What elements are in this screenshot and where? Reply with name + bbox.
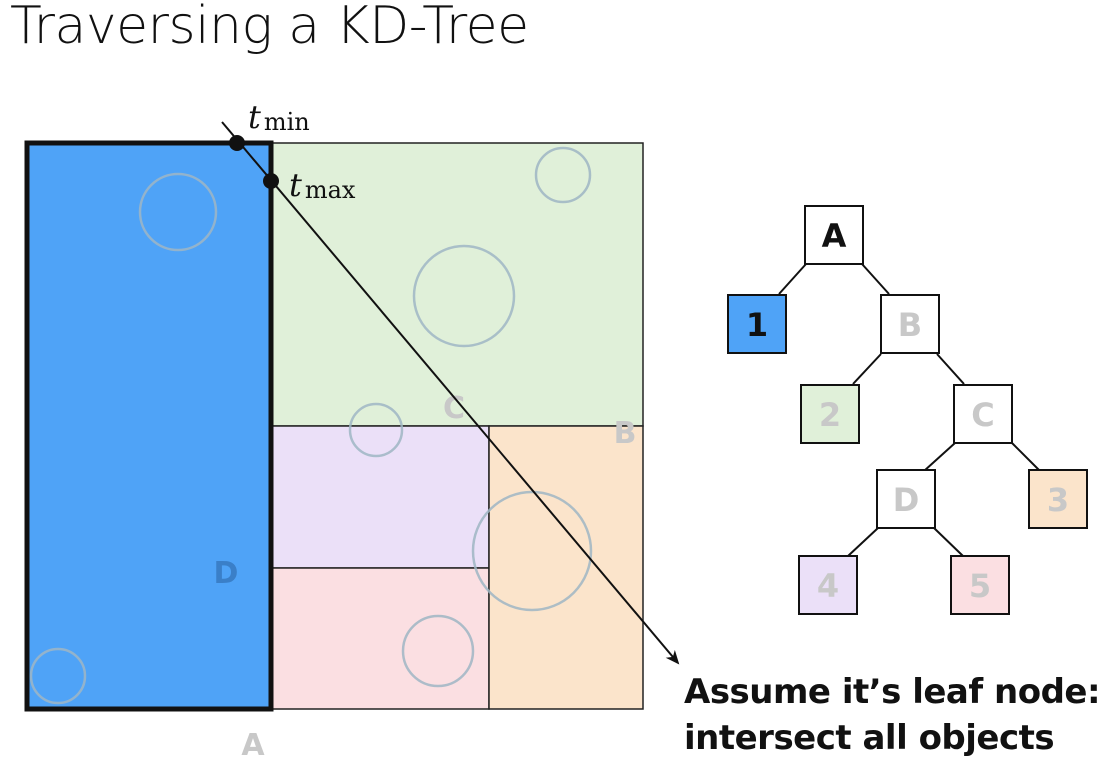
tree-node-b: B [880, 294, 940, 354]
tmin-point [229, 135, 245, 151]
tmin-t: t [248, 98, 261, 136]
tree-node-a: A [804, 205, 864, 265]
region-label-c: C [443, 391, 465, 426]
object-circle [138, 172, 218, 252]
edge-b-c [936, 353, 965, 385]
region-label-b: B [614, 416, 637, 451]
tree-leaf-4-label: 4 [817, 567, 839, 605]
tree-node-b-label: B [898, 306, 922, 344]
edge-a-b [861, 263, 890, 295]
ray-line [221, 121, 680, 665]
edge-c-3 [1011, 442, 1041, 472]
caption-line-2: intersect all objects [684, 718, 1055, 758]
region-leaf-2 [270, 142, 644, 427]
tree-leaf-2-label: 2 [819, 396, 841, 434]
object-circle [471, 490, 593, 612]
region-leaf-1 [24, 140, 274, 712]
tree-leaf-5-label: 5 [969, 567, 991, 605]
tree-node-a-label: A [822, 217, 847, 255]
tree-edges [778, 263, 1041, 557]
tree-node-c-label: C [971, 396, 994, 434]
edge-d-5 [933, 527, 964, 557]
space-partition [24, 140, 644, 712]
tmax-t: t [289, 166, 302, 204]
tree-node-d: D [876, 469, 936, 529]
tree-leaf-3: 3 [1028, 469, 1088, 529]
scene-objects [29, 146, 593, 705]
tmin-sub: min [264, 108, 310, 136]
tree-leaf-1-label: 1 [746, 306, 768, 344]
tree-leaf-1: 1 [727, 294, 787, 354]
object-circle [348, 402, 404, 458]
tmax-point [263, 173, 279, 189]
region-label-a: A [241, 728, 265, 763]
tree-leaf-4: 4 [798, 555, 858, 615]
tmax-label: t max [289, 166, 356, 204]
tree-leaf-2: 2 [800, 384, 860, 444]
object-circle [534, 146, 592, 204]
object-circle [29, 647, 87, 705]
tree-leaf-5: 5 [950, 555, 1010, 615]
tree-leaf-3-label: 3 [1047, 481, 1069, 519]
edge-c-d [923, 442, 956, 472]
region-label-d: D [214, 556, 239, 591]
tmin-label: t min [248, 98, 310, 136]
tree-node-d-label: D [893, 481, 920, 519]
object-circle [412, 244, 516, 348]
region-leaf-3 [488, 425, 644, 710]
tree-node-c: C [953, 384, 1013, 444]
edge-b-2 [852, 353, 882, 385]
caption-line-1: Assume it’s leaf node: [684, 672, 1101, 712]
page-title: Traversing a KD-Tree [10, 0, 529, 56]
edge-a-1 [778, 263, 807, 295]
object-circle [401, 614, 475, 688]
edge-d-4 [847, 527, 879, 557]
tmax-sub: max [305, 176, 356, 204]
region-leaf-5 [270, 567, 490, 710]
region-leaf-4 [270, 425, 490, 569]
